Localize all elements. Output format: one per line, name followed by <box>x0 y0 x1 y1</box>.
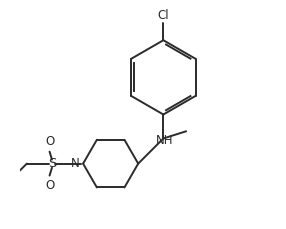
Text: O: O <box>45 179 54 192</box>
Text: NH: NH <box>156 134 173 147</box>
Text: S: S <box>48 157 56 170</box>
Text: O: O <box>45 135 54 148</box>
Text: N: N <box>71 157 80 170</box>
Text: Cl: Cl <box>158 9 169 22</box>
